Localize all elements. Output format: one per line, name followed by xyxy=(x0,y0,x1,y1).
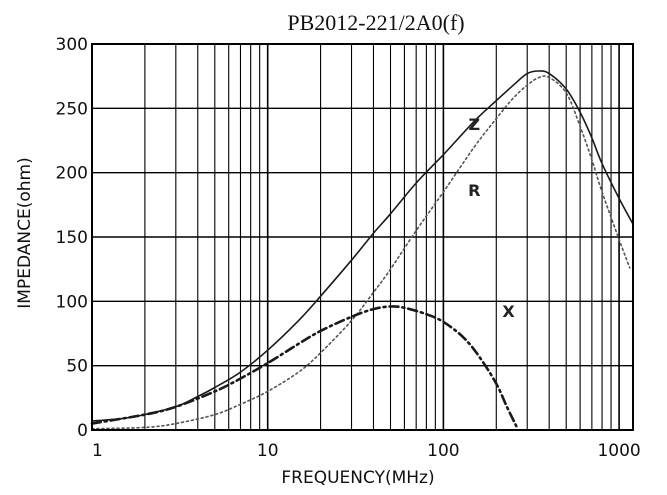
tick-labels: 0 50 100 150 200 250 300 1 10 100 1000 xyxy=(56,35,641,461)
series-line-x xyxy=(90,305,518,428)
grid xyxy=(91,43,633,431)
y-tick-label: 250 xyxy=(56,99,88,119)
series-lines xyxy=(90,70,634,430)
x-tick-label: 100 xyxy=(427,441,459,461)
x-tick-label: 1 xyxy=(92,441,103,461)
x-axis-label: FREQUENCY(MHz) xyxy=(281,468,434,488)
y-tick-label: 100 xyxy=(56,292,88,312)
y-tick-label: 200 xyxy=(56,164,88,184)
series-line-r xyxy=(91,75,631,430)
plot-frame xyxy=(91,43,634,431)
x-tick-label: 1000 xyxy=(597,441,640,461)
x-tick-label: 10 xyxy=(257,441,279,461)
y-tick-label: 0 xyxy=(77,421,88,441)
series-labels: Z R X xyxy=(468,115,515,321)
y-tick-label: 150 xyxy=(56,228,88,248)
series-line-z xyxy=(91,70,634,422)
y-axis-label: IMPEDANCE(ohm) xyxy=(15,157,35,308)
series-label-x: X xyxy=(502,302,515,321)
series-label-r: R xyxy=(468,181,480,200)
chart-title: PB2012-221/2A0(f) xyxy=(287,10,464,35)
y-tick-label: 300 xyxy=(56,35,88,55)
y-tick-label: 50 xyxy=(66,357,88,377)
series-label-z: Z xyxy=(469,115,481,134)
